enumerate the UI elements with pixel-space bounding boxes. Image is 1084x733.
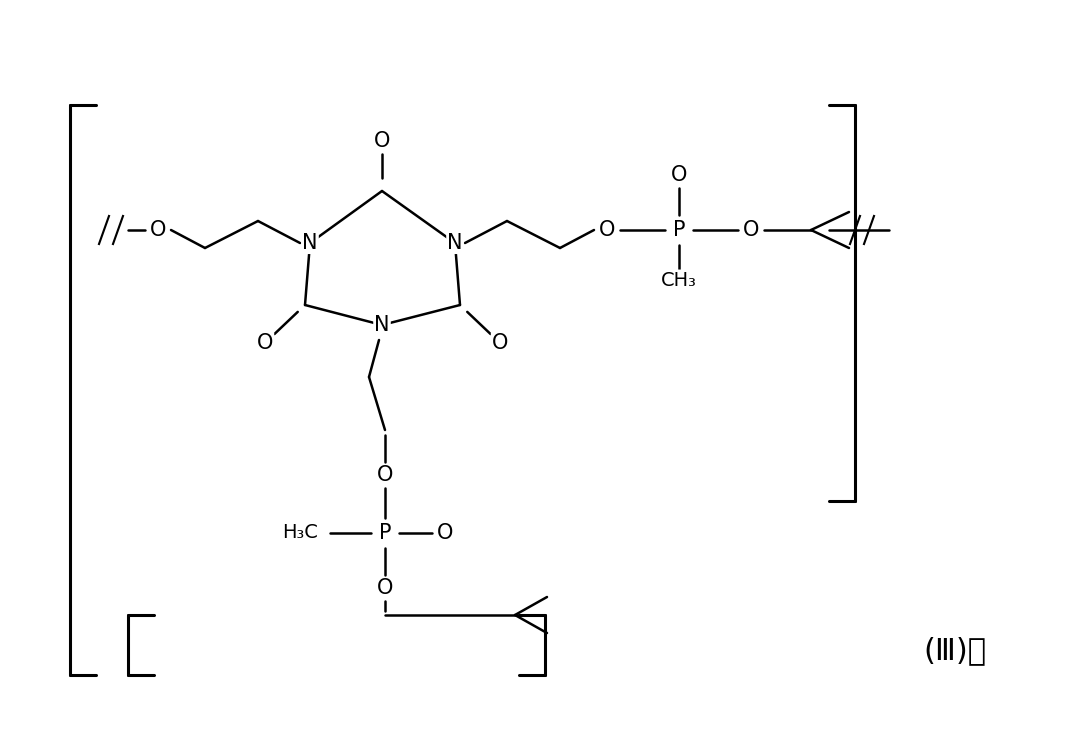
Text: O: O: [377, 578, 393, 598]
Text: O: O: [374, 131, 390, 151]
Text: P: P: [673, 220, 685, 240]
Text: O: O: [671, 165, 687, 185]
Text: P: P: [378, 523, 391, 543]
Text: O: O: [377, 465, 393, 485]
Text: (Ⅲ)。: (Ⅲ)。: [924, 636, 986, 666]
Text: O: O: [492, 333, 508, 353]
Text: N: N: [374, 315, 390, 335]
Text: H₃C: H₃C: [282, 523, 318, 542]
Text: O: O: [598, 220, 616, 240]
Text: O: O: [150, 220, 166, 240]
Text: N: N: [448, 233, 463, 253]
Text: N: N: [302, 233, 318, 253]
Text: O: O: [743, 220, 759, 240]
Text: CH₃: CH₃: [661, 270, 697, 290]
Text: O: O: [257, 333, 273, 353]
Text: O: O: [437, 523, 453, 543]
